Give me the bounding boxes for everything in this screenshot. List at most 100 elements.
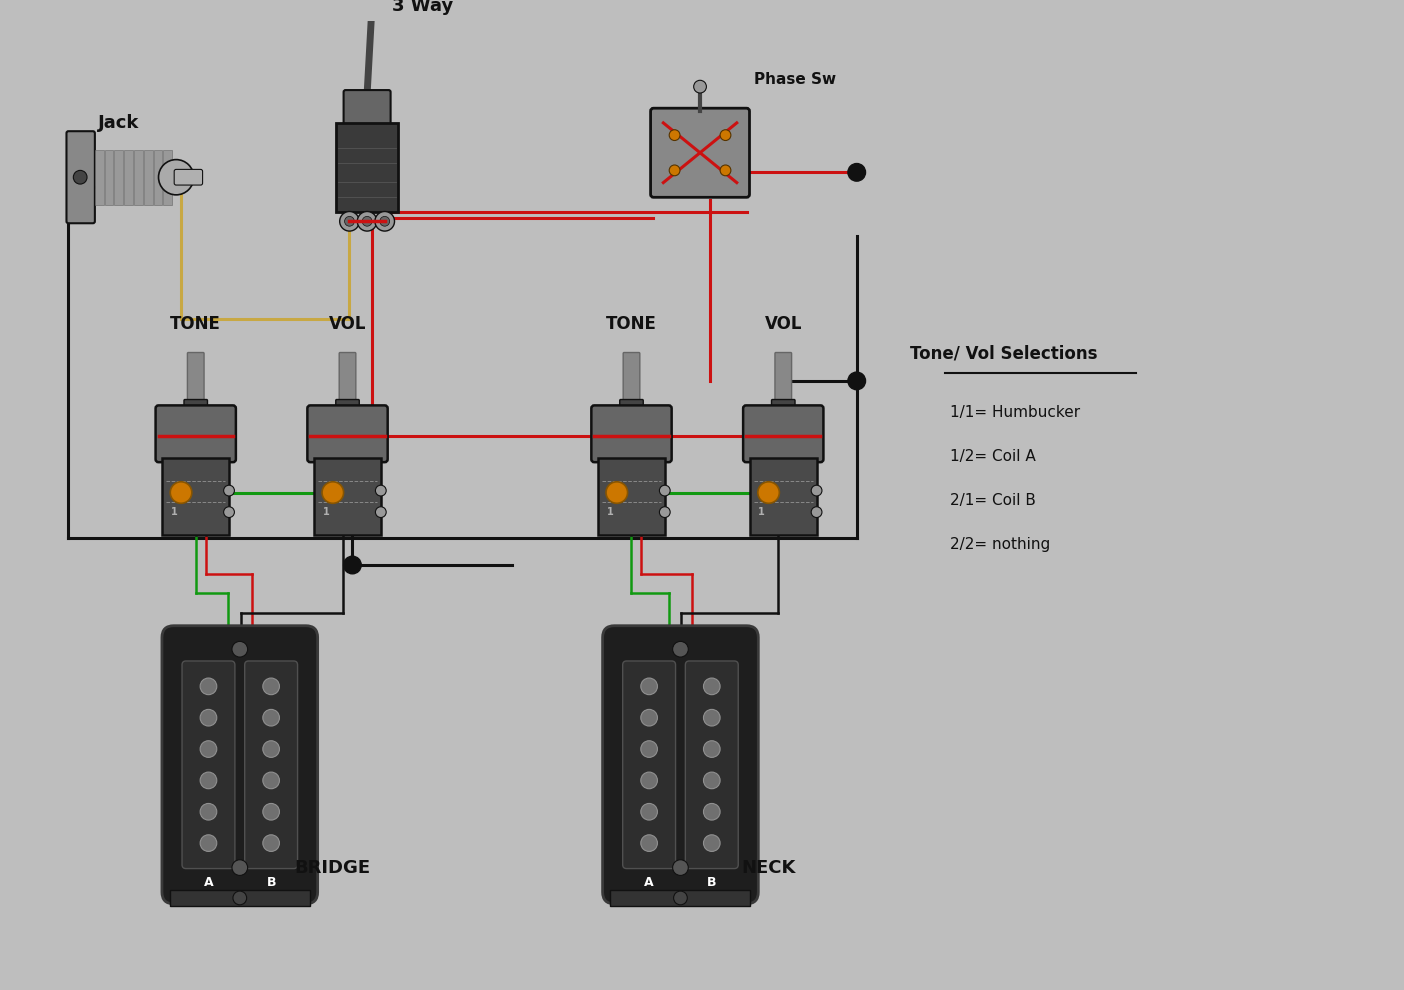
Circle shape (640, 741, 657, 757)
Text: A: A (204, 876, 213, 889)
Circle shape (201, 772, 216, 789)
Circle shape (703, 678, 720, 695)
Bar (611, 890, 751, 906)
Circle shape (322, 482, 344, 503)
Circle shape (660, 507, 670, 518)
Circle shape (357, 212, 376, 231)
Bar (95, 149, 104, 205)
FancyBboxPatch shape (307, 405, 388, 462)
FancyBboxPatch shape (775, 352, 792, 405)
Circle shape (263, 772, 279, 789)
Circle shape (720, 130, 731, 141)
Text: VOL: VOL (329, 315, 366, 333)
Text: 1/2= Coil A: 1/2= Coil A (949, 448, 1036, 463)
Text: 1: 1 (758, 507, 765, 517)
Text: 2/1= Coil B: 2/1= Coil B (949, 493, 1036, 508)
Circle shape (848, 163, 865, 181)
FancyBboxPatch shape (591, 405, 671, 462)
Text: TONE: TONE (170, 315, 222, 333)
Bar (598, 458, 664, 535)
Circle shape (263, 710, 279, 726)
Circle shape (670, 165, 680, 176)
Circle shape (607, 482, 628, 503)
Text: 3 Way: 3 Way (392, 0, 453, 15)
Text: B: B (708, 876, 716, 889)
Text: Tone/ Vol Selections: Tone/ Vol Selections (910, 345, 1098, 362)
Circle shape (703, 710, 720, 726)
FancyBboxPatch shape (156, 405, 236, 462)
FancyBboxPatch shape (743, 405, 823, 462)
FancyBboxPatch shape (244, 661, 298, 868)
Text: 2/2= nothing: 2/2= nothing (949, 537, 1050, 552)
FancyBboxPatch shape (619, 400, 643, 411)
FancyBboxPatch shape (184, 400, 208, 411)
Circle shape (73, 170, 87, 184)
FancyBboxPatch shape (772, 400, 795, 411)
Text: TONE: TONE (607, 315, 657, 333)
Circle shape (673, 859, 688, 875)
Circle shape (170, 482, 192, 503)
Bar (105, 149, 114, 205)
FancyBboxPatch shape (623, 661, 675, 868)
Circle shape (848, 372, 865, 390)
Circle shape (375, 485, 386, 496)
Text: 1: 1 (607, 507, 614, 517)
Circle shape (362, 217, 372, 226)
Text: A: A (644, 876, 654, 889)
Circle shape (758, 482, 779, 503)
Bar (153, 149, 163, 205)
Circle shape (340, 212, 359, 231)
Circle shape (694, 80, 706, 93)
Circle shape (380, 217, 390, 226)
Circle shape (159, 159, 194, 195)
Text: 2: 2 (758, 485, 765, 496)
Circle shape (720, 165, 731, 176)
FancyBboxPatch shape (602, 626, 758, 904)
Circle shape (263, 804, 279, 820)
Circle shape (640, 804, 657, 820)
FancyBboxPatch shape (650, 108, 750, 197)
Circle shape (670, 130, 680, 141)
FancyBboxPatch shape (344, 90, 390, 126)
Bar (115, 149, 124, 205)
Circle shape (640, 710, 657, 726)
Circle shape (201, 835, 216, 851)
Bar (750, 458, 817, 535)
Circle shape (640, 772, 657, 789)
FancyBboxPatch shape (685, 661, 739, 868)
Circle shape (640, 835, 657, 851)
Ellipse shape (364, 0, 382, 13)
Text: Phase Sw: Phase Sw (754, 72, 835, 87)
Circle shape (375, 507, 386, 518)
Circle shape (223, 485, 234, 496)
Circle shape (344, 556, 361, 574)
Circle shape (703, 772, 720, 789)
Circle shape (232, 859, 247, 875)
Circle shape (201, 678, 216, 695)
Circle shape (703, 804, 720, 820)
Circle shape (201, 804, 216, 820)
Bar (143, 149, 153, 205)
Bar (170, 890, 310, 906)
Circle shape (674, 891, 688, 905)
Circle shape (375, 212, 395, 231)
Circle shape (640, 678, 657, 695)
Circle shape (344, 217, 354, 226)
FancyBboxPatch shape (187, 352, 204, 405)
Text: NECK: NECK (741, 858, 796, 876)
Circle shape (263, 678, 279, 695)
FancyBboxPatch shape (336, 400, 359, 411)
FancyBboxPatch shape (66, 132, 95, 224)
Circle shape (233, 891, 247, 905)
Circle shape (812, 507, 821, 518)
Bar (133, 149, 143, 205)
FancyBboxPatch shape (623, 352, 640, 405)
Circle shape (223, 507, 234, 518)
Text: 2: 2 (607, 485, 614, 496)
Text: 1/1= Humbucker: 1/1= Humbucker (949, 405, 1080, 420)
Bar (336, 124, 399, 212)
Circle shape (263, 835, 279, 851)
Circle shape (703, 835, 720, 851)
Circle shape (660, 485, 670, 496)
FancyBboxPatch shape (340, 352, 355, 405)
